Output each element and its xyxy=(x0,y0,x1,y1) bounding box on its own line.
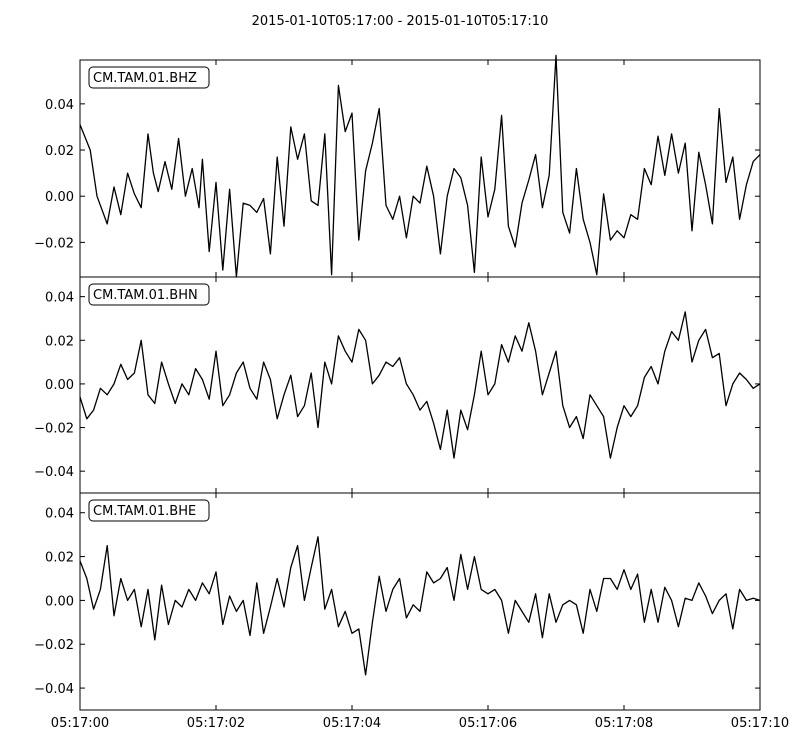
trace-panel-0: 0.04 0.02 0.00 −0.02 CM.TAM.01.BHZ xyxy=(34,54,761,278)
y-tick-label: −0.02 xyxy=(34,422,74,437)
x-tick-label: 05:17:10 xyxy=(731,716,789,731)
trace-label: CM.TAM.01.BHN xyxy=(93,288,198,303)
x-axis: 05:17:00 05:17:02 05:17:04 05:17:06 05:17:08… xyxy=(51,716,789,731)
y-tick-label: −0.04 xyxy=(34,465,74,480)
trace-panel-1: 0.04 0.02 0.00 −0.02 −0.04 CM.TAM.01.BHN xyxy=(34,276,761,494)
x-tick-label: 05:17:08 xyxy=(595,716,653,731)
trace-panels: 0.040.020.00−0.02CM.TAM.01.BHZ0.040.020.… xyxy=(34,54,761,711)
y-tick-label: −0.02 xyxy=(34,236,74,251)
trace-label-box: CM.TAM.01.BHE xyxy=(88,499,210,522)
y-tick-label: −0.02 xyxy=(34,638,74,653)
chart-title: 2015-01-10T05:17:00 - 2015-01-10T05:17:1… xyxy=(252,14,549,29)
y-tick-label: −0.04 xyxy=(34,682,74,697)
y-tick-label: 0.02 xyxy=(45,551,74,566)
x-tick-label: 05:17:02 xyxy=(187,716,245,731)
y-tick-label: 0.00 xyxy=(45,594,74,609)
y-tick-label: 0.02 xyxy=(45,334,74,349)
label-box-border xyxy=(88,66,210,89)
trace-line xyxy=(79,54,761,278)
trace-label: CM.TAM.01.BHE xyxy=(93,504,196,519)
trace-label-box: CM.TAM.01.BHZ xyxy=(88,66,210,89)
x-tick-label: 05:17:04 xyxy=(323,716,381,731)
x-tick-label: 05:17:06 xyxy=(459,716,517,731)
trace-line xyxy=(79,536,761,676)
y-tick-label: 0.02 xyxy=(45,144,74,159)
y-tick-label: 0.04 xyxy=(45,291,74,306)
y-tick-label: 0.04 xyxy=(45,98,74,113)
label-box-border xyxy=(88,499,210,522)
trace-panel-2: 0.04 0.02 0.00 −0.02 −0.04 CM.TAM.01.BHE xyxy=(34,492,761,711)
trace-label: CM.TAM.01.BHZ xyxy=(93,71,197,86)
y-tick-label: 0.00 xyxy=(45,378,74,393)
y-tick-label: 0.00 xyxy=(45,190,74,205)
trace-line xyxy=(79,311,761,459)
label-box-border xyxy=(88,283,210,306)
trace-label-box: CM.TAM.01.BHN xyxy=(88,283,210,306)
panel-frame xyxy=(79,492,761,711)
y-tick-label: 0.04 xyxy=(45,507,74,522)
x-tick-label: 05:17:00 xyxy=(51,716,109,731)
